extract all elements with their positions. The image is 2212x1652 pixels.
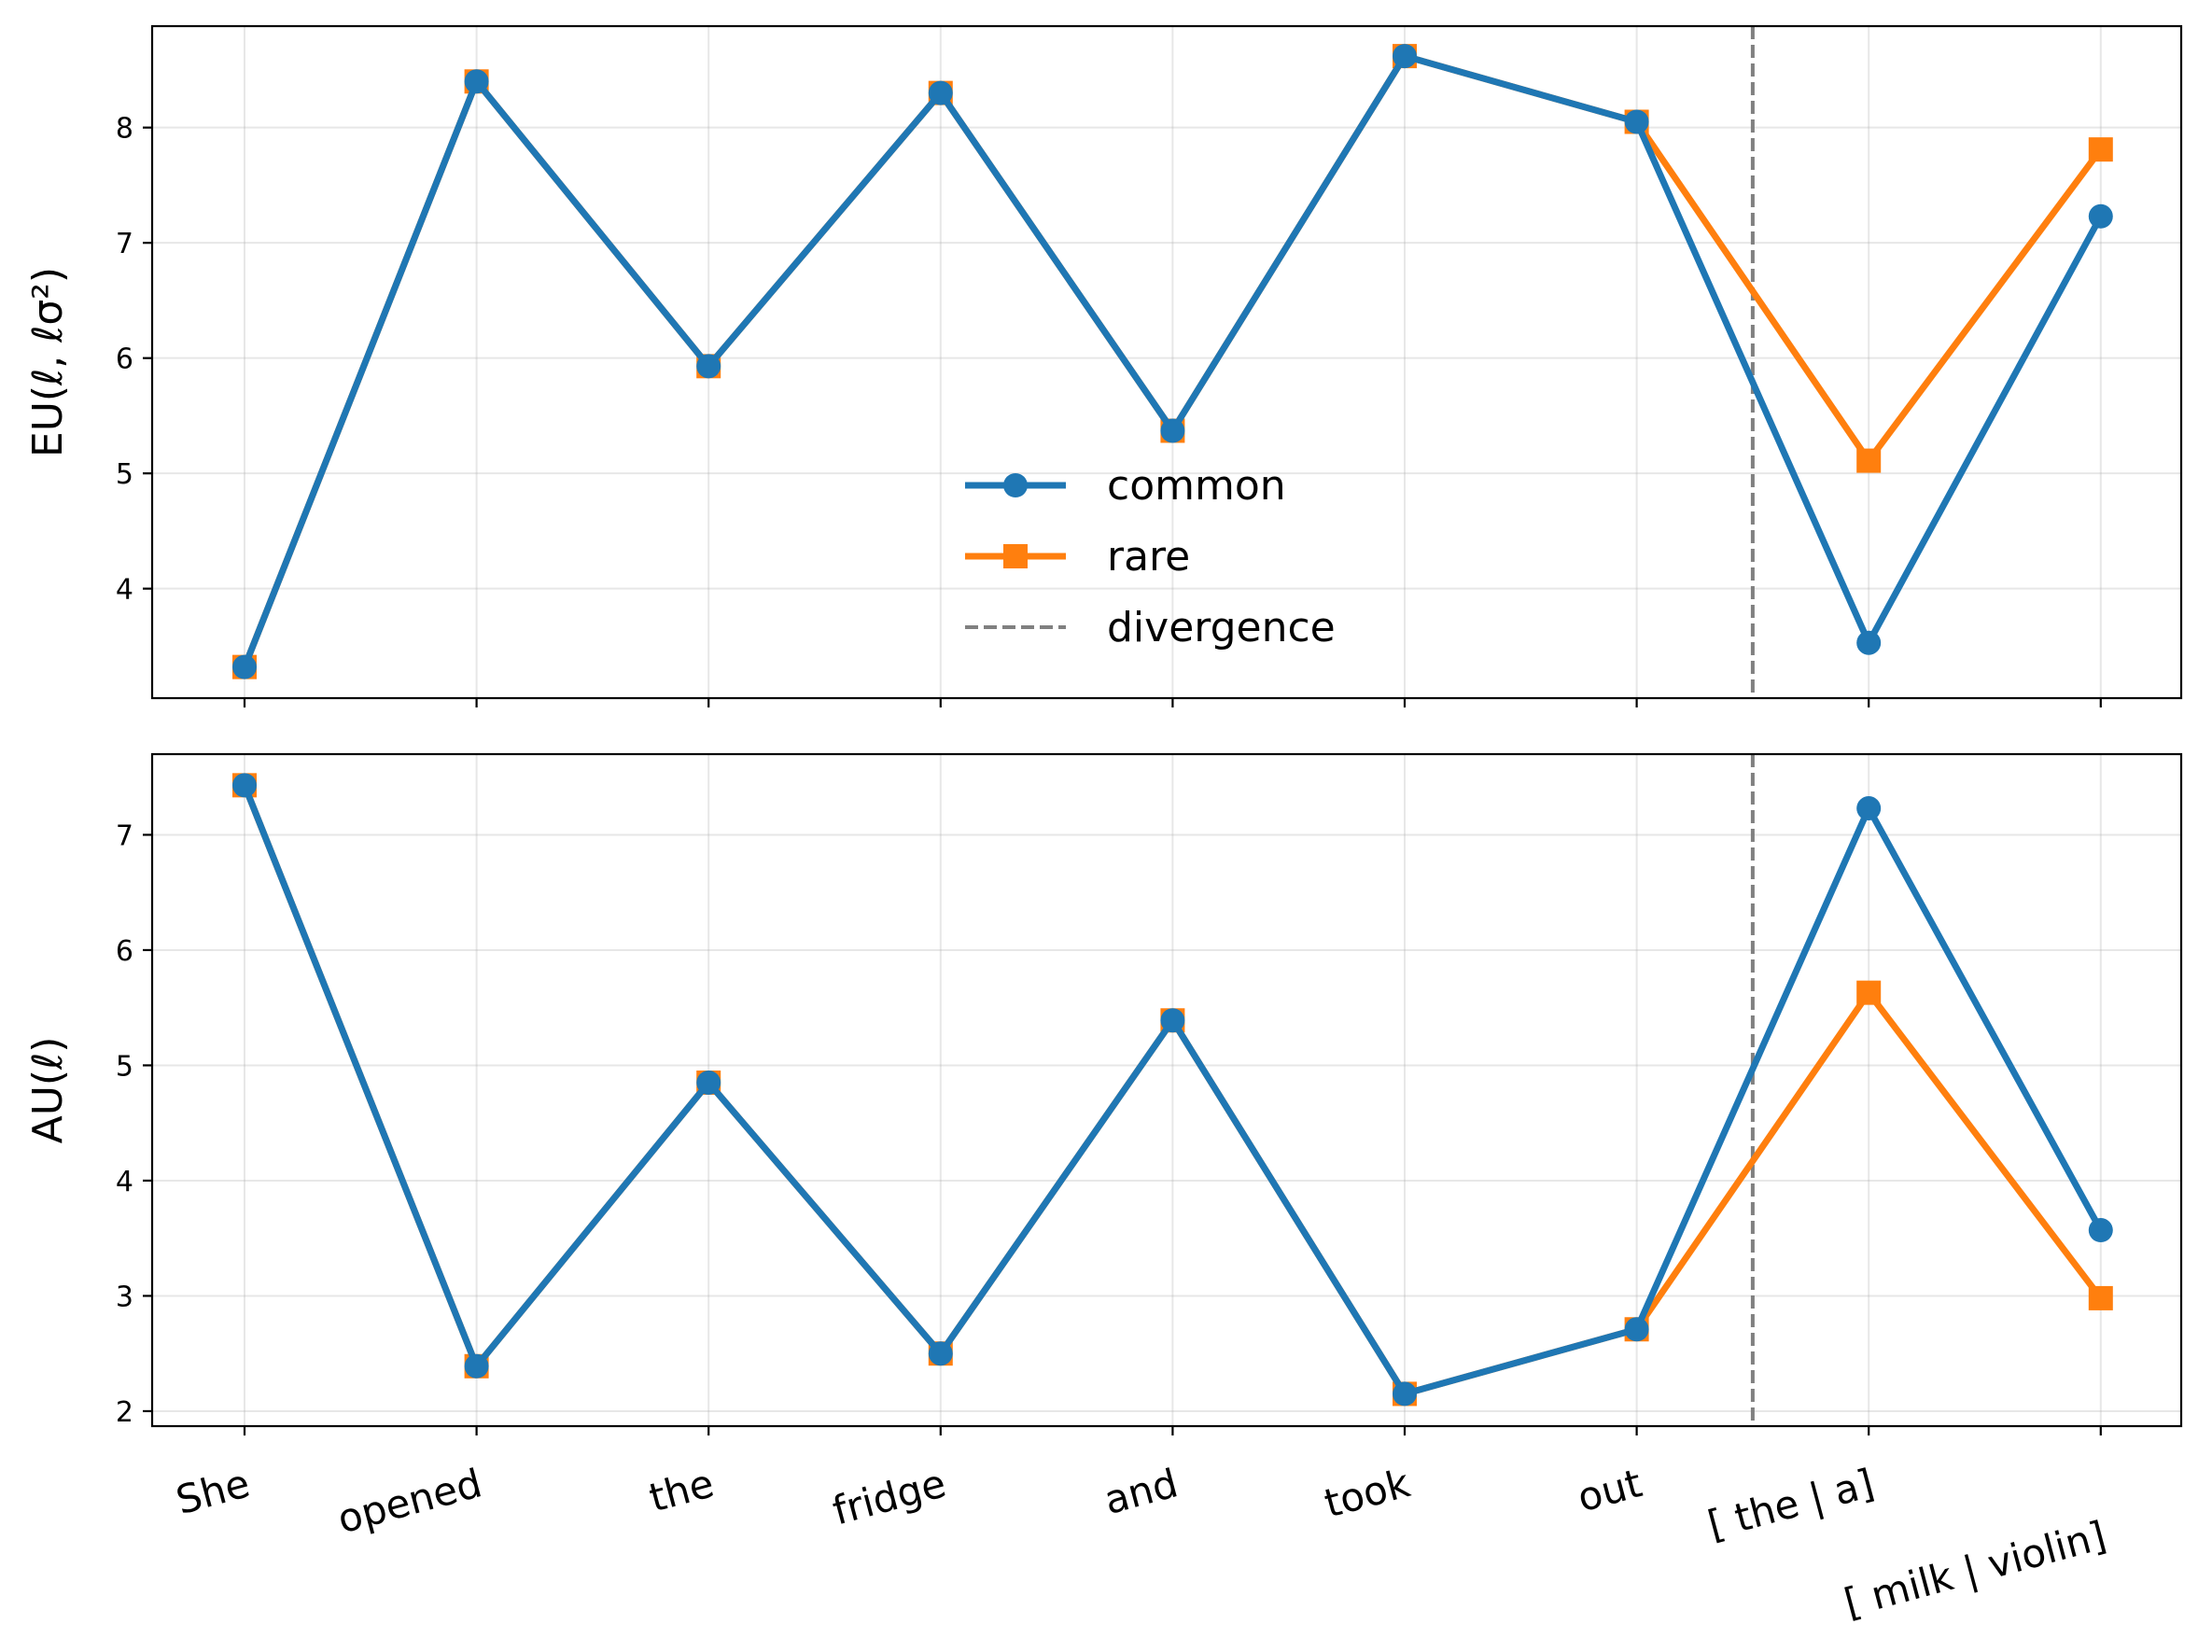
data-point-common	[696, 1070, 721, 1095]
x-tick-label: out	[1573, 1460, 1646, 1520]
legend-label-rare: rare	[1107, 533, 1190, 581]
data-point-common	[2088, 1218, 2113, 1243]
axes-frame	[150, 752, 2183, 1428]
y-tick-label: 4	[116, 574, 133, 607]
data-point-common	[2088, 203, 2113, 229]
data-point-rare	[1856, 980, 1882, 1005]
data-point-common	[1393, 1381, 1417, 1407]
eu-panel: 4 5 6 7 8 EU(ℓ, ℓσ²)	[24, 24, 2183, 707]
au-panel: 2 3 4 5 6 7 AU(ℓ)	[24, 752, 2183, 1435]
legend-label-divergence: divergence	[1107, 604, 1336, 651]
y-tick-label: 5	[116, 1050, 133, 1083]
data-point-common	[928, 1341, 953, 1366]
data-point-common	[464, 69, 489, 94]
y-tick-label: 2	[116, 1396, 133, 1429]
y-axis-title: EU(ℓ, ℓσ²)	[24, 267, 72, 457]
data-point-common	[1160, 418, 1185, 443]
data-point-common	[232, 773, 257, 798]
y-tick-label: 4	[116, 1166, 133, 1198]
legend: common rare divergence	[965, 462, 1336, 651]
data-point-common	[1856, 796, 1882, 821]
axes-frame	[150, 24, 2183, 700]
y-tick-label: 7	[116, 819, 133, 852]
x-tick-label: the	[645, 1460, 719, 1520]
data-point-common	[696, 354, 721, 379]
data-point-common	[1160, 1008, 1185, 1033]
x-tick-label: took	[1320, 1460, 1415, 1526]
legend-label-common: common	[1107, 462, 1286, 510]
data-point-common	[1624, 109, 1649, 134]
x-axis-tick-labels: She opened the fridge and took out [ the | a][ …	[171, 1460, 2110, 1626]
data-point-common	[1393, 44, 1417, 69]
data-point-rare	[1856, 448, 1882, 473]
legend-marker-rare	[1003, 544, 1028, 568]
data-point-common	[928, 80, 953, 105]
data-point-common	[1856, 630, 1882, 655]
y-axis-title: AU(ℓ)	[24, 1037, 72, 1144]
x-tick-label: and	[1099, 1460, 1183, 1523]
data-point-rare	[2088, 1285, 2113, 1310]
y-tick-label: 5	[116, 458, 133, 491]
x-tick-label: [ the | a]	[1703, 1460, 1879, 1547]
y-tick-label: 6	[116, 343, 133, 376]
data-point-common	[464, 1353, 489, 1379]
data-point-common	[232, 654, 257, 679]
y-tick-label: 6	[116, 935, 133, 968]
y-tick-label: 7	[116, 228, 133, 260]
x-tick-label: [ milk | violin]	[1840, 1512, 2111, 1626]
data-point-common	[1624, 1317, 1649, 1342]
y-tick-label: 3	[116, 1281, 133, 1313]
legend-marker-common	[1003, 473, 1028, 497]
x-tick-label: opened	[333, 1460, 487, 1542]
data-point-rare	[2088, 137, 2113, 162]
y-tick-label: 8	[116, 113, 133, 146]
x-tick-label: She	[171, 1460, 254, 1523]
x-tick-label: fridge	[828, 1460, 950, 1533]
